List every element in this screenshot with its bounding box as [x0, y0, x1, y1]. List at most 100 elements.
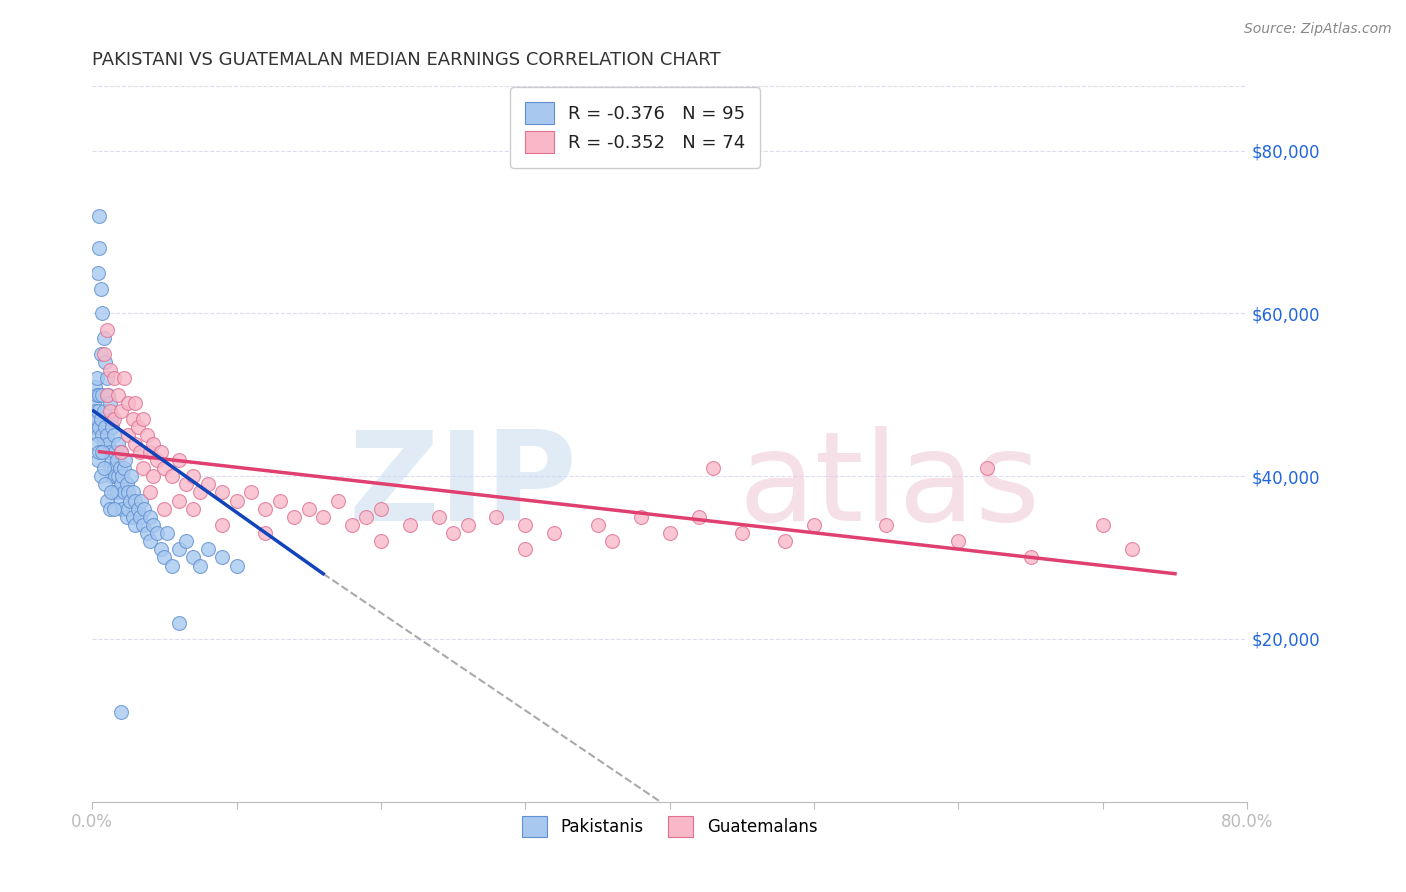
Point	[121, 412, 143, 426]
Point	[1121, 542, 1143, 557]
Point	[91, 428, 114, 442]
Point	[86, 371, 108, 385]
Point	[112, 371, 135, 385]
Point	[110, 404, 132, 418]
Text: Source: ZipAtlas.com: Source: ZipAtlas.com	[1244, 22, 1392, 37]
Point	[150, 542, 173, 557]
Point	[340, 517, 363, 532]
Point	[181, 469, 204, 483]
Point	[98, 501, 121, 516]
Point	[269, 493, 291, 508]
Point	[190, 485, 212, 500]
Point	[128, 509, 150, 524]
Point	[94, 355, 117, 369]
Point	[93, 347, 115, 361]
Point	[110, 444, 132, 458]
Point	[87, 404, 110, 418]
Point	[702, 461, 724, 475]
Point	[153, 550, 176, 565]
Point	[398, 517, 420, 532]
Point	[515, 542, 537, 557]
Point	[98, 461, 121, 475]
Point	[139, 485, 162, 500]
Point	[132, 461, 155, 475]
Point	[136, 526, 159, 541]
Point	[427, 509, 450, 524]
Point	[90, 469, 112, 483]
Point	[118, 493, 141, 508]
Point	[124, 436, 146, 450]
Point	[731, 526, 754, 541]
Point	[225, 493, 247, 508]
Point	[84, 420, 107, 434]
Point	[658, 526, 681, 541]
Point	[89, 444, 111, 458]
Point	[84, 379, 107, 393]
Point	[197, 477, 219, 491]
Point	[115, 509, 138, 524]
Point	[93, 436, 115, 450]
Point	[127, 420, 149, 434]
Point	[105, 485, 128, 500]
Point	[181, 550, 204, 565]
Point	[112, 461, 135, 475]
Point	[103, 428, 125, 442]
Point	[803, 517, 825, 532]
Point	[156, 526, 179, 541]
Point	[773, 534, 796, 549]
Point	[146, 526, 169, 541]
Point	[326, 493, 349, 508]
Point	[91, 306, 114, 320]
Point	[167, 493, 190, 508]
Point	[167, 452, 190, 467]
Point	[104, 444, 127, 458]
Point	[356, 509, 378, 524]
Point	[91, 388, 114, 402]
Point	[112, 485, 135, 500]
Point	[142, 436, 165, 450]
Point	[121, 509, 143, 524]
Point	[370, 501, 392, 516]
Point	[107, 436, 129, 450]
Point	[101, 469, 124, 483]
Point	[240, 485, 263, 500]
Point	[86, 388, 108, 402]
Point	[181, 501, 204, 516]
Point	[91, 444, 114, 458]
Point	[543, 526, 565, 541]
Point	[93, 404, 115, 418]
Point	[107, 469, 129, 483]
Point	[96, 388, 118, 402]
Point	[190, 558, 212, 573]
Point	[90, 412, 112, 426]
Point	[134, 501, 156, 516]
Point	[103, 371, 125, 385]
Point	[90, 282, 112, 296]
Point	[83, 396, 105, 410]
Point	[139, 534, 162, 549]
Point	[86, 436, 108, 450]
Point	[93, 461, 115, 475]
Point	[96, 493, 118, 508]
Point	[96, 428, 118, 442]
Point	[97, 436, 120, 450]
Point	[117, 501, 139, 516]
Point	[117, 396, 139, 410]
Point	[948, 534, 970, 549]
Point	[103, 501, 125, 516]
Point	[630, 509, 652, 524]
Point	[124, 517, 146, 532]
Point	[87, 428, 110, 442]
Point	[110, 477, 132, 491]
Point	[211, 485, 233, 500]
Point	[108, 461, 131, 475]
Point	[87, 266, 110, 280]
Point	[124, 396, 146, 410]
Point	[96, 323, 118, 337]
Point	[298, 501, 321, 516]
Point	[103, 412, 125, 426]
Point	[174, 534, 197, 549]
Point	[89, 388, 111, 402]
Point	[150, 444, 173, 458]
Point	[117, 428, 139, 442]
